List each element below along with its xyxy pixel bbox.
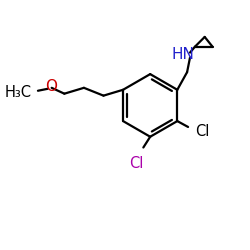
Text: O: O [45,79,57,94]
Text: Cl: Cl [129,156,144,171]
Text: HN: HN [172,47,194,62]
Text: H₃C: H₃C [5,85,32,100]
Text: Cl: Cl [195,124,209,139]
